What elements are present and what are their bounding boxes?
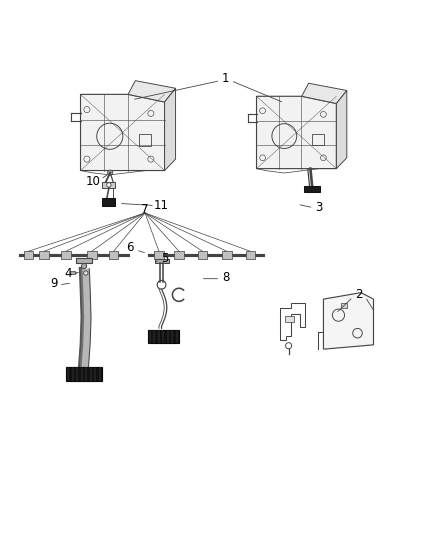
Bar	[102, 182, 116, 188]
Text: 3: 3	[315, 201, 323, 214]
Bar	[341, 303, 347, 308]
Polygon shape	[128, 80, 176, 102]
Bar	[174, 251, 184, 259]
Text: 9: 9	[50, 277, 57, 290]
Bar	[222, 251, 232, 259]
Bar	[24, 251, 33, 259]
Bar	[61, 251, 71, 259]
Text: 1: 1	[222, 72, 229, 85]
Text: 7: 7	[141, 204, 149, 216]
Text: 2: 2	[355, 288, 363, 301]
Bar	[285, 316, 294, 322]
Bar	[139, 134, 151, 146]
Bar	[155, 259, 169, 263]
Bar	[109, 251, 118, 259]
Text: 6: 6	[127, 241, 134, 254]
Text: 10: 10	[85, 175, 100, 188]
Bar	[304, 186, 321, 192]
Bar	[39, 251, 49, 259]
Circle shape	[84, 271, 88, 275]
Bar	[66, 367, 102, 381]
Bar	[312, 134, 324, 146]
Bar	[148, 330, 179, 343]
Bar	[198, 251, 207, 259]
Bar	[246, 251, 255, 259]
Bar	[87, 251, 97, 259]
Bar	[70, 271, 75, 274]
Circle shape	[108, 170, 113, 175]
Text: 8: 8	[222, 271, 229, 284]
Polygon shape	[336, 91, 347, 168]
Bar	[102, 198, 115, 206]
Polygon shape	[165, 88, 176, 171]
Polygon shape	[257, 96, 336, 168]
Text: 11: 11	[154, 199, 169, 212]
Circle shape	[107, 183, 111, 187]
Polygon shape	[323, 293, 374, 349]
Polygon shape	[302, 83, 347, 103]
Circle shape	[81, 263, 87, 269]
Polygon shape	[80, 269, 91, 367]
Polygon shape	[81, 94, 165, 171]
Text: 5: 5	[161, 252, 168, 265]
Bar	[76, 258, 92, 263]
Bar	[154, 251, 164, 259]
Text: 4: 4	[64, 266, 72, 279]
